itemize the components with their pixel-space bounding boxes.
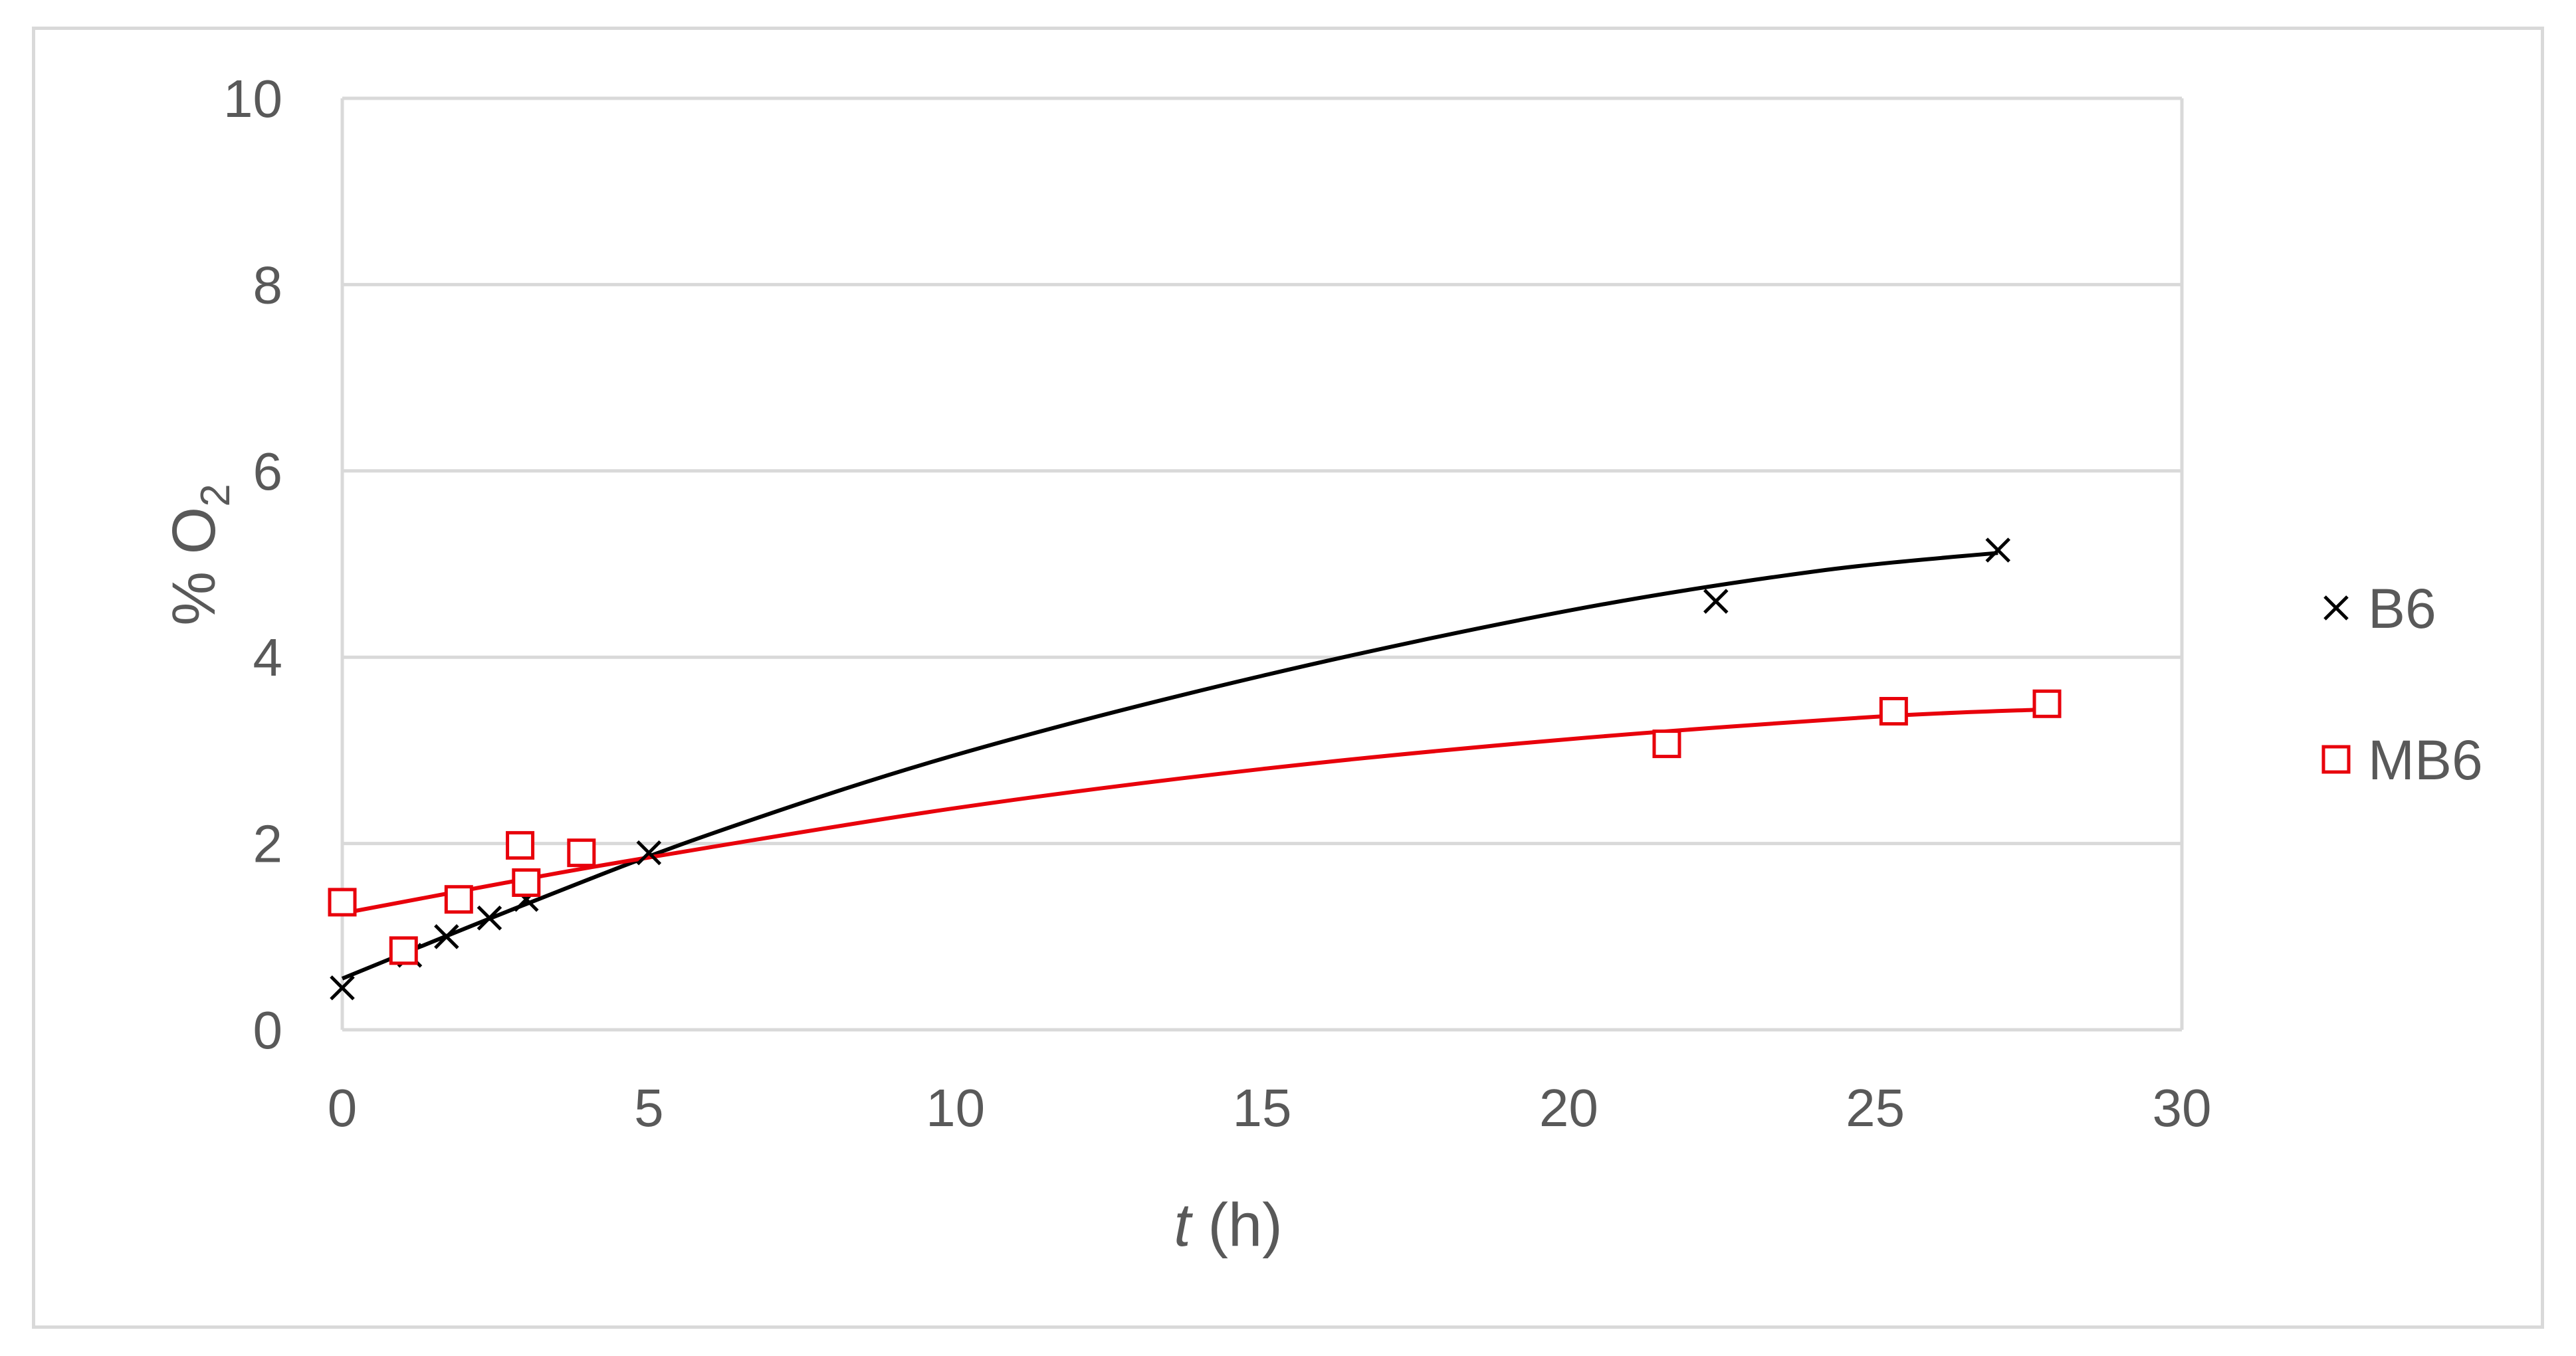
x-tick-label-10: 10 [926,1078,985,1137]
y-tick-label-6: 6 [253,442,283,501]
data-point-mb6-6 [1652,729,1681,759]
legend: B6 MB6 [2321,577,2483,791]
legend-marker-b6 [2323,595,2349,621]
grid-layer [342,96,2182,846]
y-tick-label-0: 0 [253,1001,283,1060]
trend-layer [341,551,2048,981]
x-tick-label-20: 20 [1539,1078,1598,1137]
trendline-mb6 [342,707,2048,916]
x-tick-label-5: 5 [634,1078,664,1137]
x-tick-label-15: 15 [1233,1078,1292,1137]
y-axis-title-sub: 2 [193,484,239,506]
data-point-b6-5 [636,840,662,866]
y-tick-label-2: 2 [253,815,283,874]
data-point-b6-7 [1985,537,2010,563]
data-point-b6-6 [1703,589,1729,614]
legend-item-b6 [2323,595,2349,621]
marker-layer [328,537,2062,1001]
data-point-mb6-7 [1879,697,1908,726]
data-point-mb6-2 [444,885,473,914]
data-point-mb6-4 [512,868,541,897]
data-point-mb6-1 [389,936,418,965]
legend-label-b6: B6 [2368,577,2436,640]
x-axis-title-rest: (h) [1191,1191,1283,1259]
y-tick-label-4: 4 [253,628,283,687]
x-axis-title: t (h) [1174,1191,1283,1259]
x-tick-label-0: 0 [328,1078,358,1137]
tick-layer: 0 2 4 6 8 10 0 5 10 15 20 25 30 [223,69,2211,1137]
axis-layer [340,98,2184,1032]
y-tick-label-10: 10 [223,69,282,128]
y-tick-label-8: 8 [253,255,283,314]
legend-label-mb6: MB6 [2368,729,2483,791]
data-point-b6-2 [434,924,459,949]
y-axis-title: % O2 [160,484,239,625]
x-tick-label-25: 25 [1846,1078,1905,1137]
data-point-b6-0 [330,975,355,1001]
data-point-mb6-0 [328,888,357,917]
legend-marker-mb6 [2321,745,2351,774]
data-point-mb6-5 [567,838,596,868]
data-point-b6-3 [477,905,502,931]
data-point-mb6-8 [2032,689,2062,718]
legend-item-mb6 [2321,745,2351,774]
x-axis-title-italic: t [1174,1191,1193,1259]
x-tick-label-30: 30 [2153,1078,2212,1137]
data-point-mb6-3 [506,830,535,860]
chart-frame: 0 2 4 6 8 10 0 5 10 15 20 25 30 t (h) % O2 B6 MB6 [32,27,2544,1329]
trendline-b6 [341,551,1998,981]
y-axis-title-main: % O [160,507,228,626]
